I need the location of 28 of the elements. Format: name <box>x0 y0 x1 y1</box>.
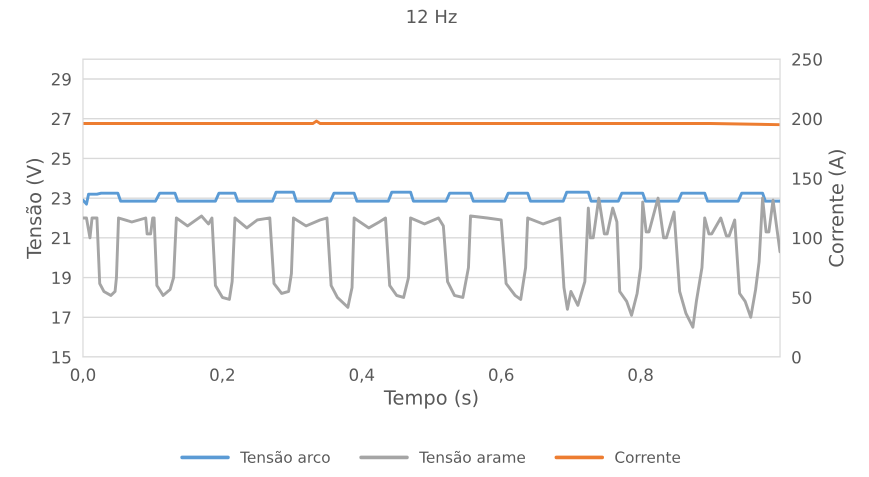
y-tick-label: 27 <box>52 112 70 126</box>
y-tick-label: 23 <box>52 192 71 205</box>
chart-title: 12 Hz <box>408 10 457 24</box>
legend-label: Tensão arame <box>419 450 526 463</box>
y-tick-label: 21 <box>52 232 70 244</box>
x-tick-label: 0,0 <box>70 368 96 383</box>
line-series <box>82 190 780 206</box>
y2-tick-label: 200 <box>792 112 822 126</box>
y2-tick-label: 0 <box>792 350 801 364</box>
y2-tick-label: 100 <box>792 232 822 244</box>
y-axis-title: Tensão (V) <box>26 159 44 259</box>
line-series <box>82 196 780 329</box>
y-tick-label: 19 <box>52 272 71 284</box>
y2-tick-label: 50 <box>792 291 812 304</box>
y-tick-label: 25 <box>52 152 70 165</box>
legend-label: Tensão arco <box>240 450 330 463</box>
y-tick-label: 17 <box>52 311 70 324</box>
x-tick-label: 0,8 <box>628 368 653 383</box>
x-axis-title: Tempo (s) <box>384 390 478 409</box>
x-tick-label: 0,6 <box>489 368 514 383</box>
x-tick-label: 0,2 <box>210 368 234 383</box>
y-tick-label: 15 <box>52 351 70 364</box>
y-tick-label: 29 <box>52 72 71 86</box>
x-tick-label: 0,4 <box>350 368 374 383</box>
y2-tick-label: 250 <box>792 53 822 66</box>
legend-label: Corrente <box>615 451 680 463</box>
y2-axis-title: Corrente (A) <box>828 150 846 267</box>
y2-tick-label: 150 <box>792 172 822 185</box>
